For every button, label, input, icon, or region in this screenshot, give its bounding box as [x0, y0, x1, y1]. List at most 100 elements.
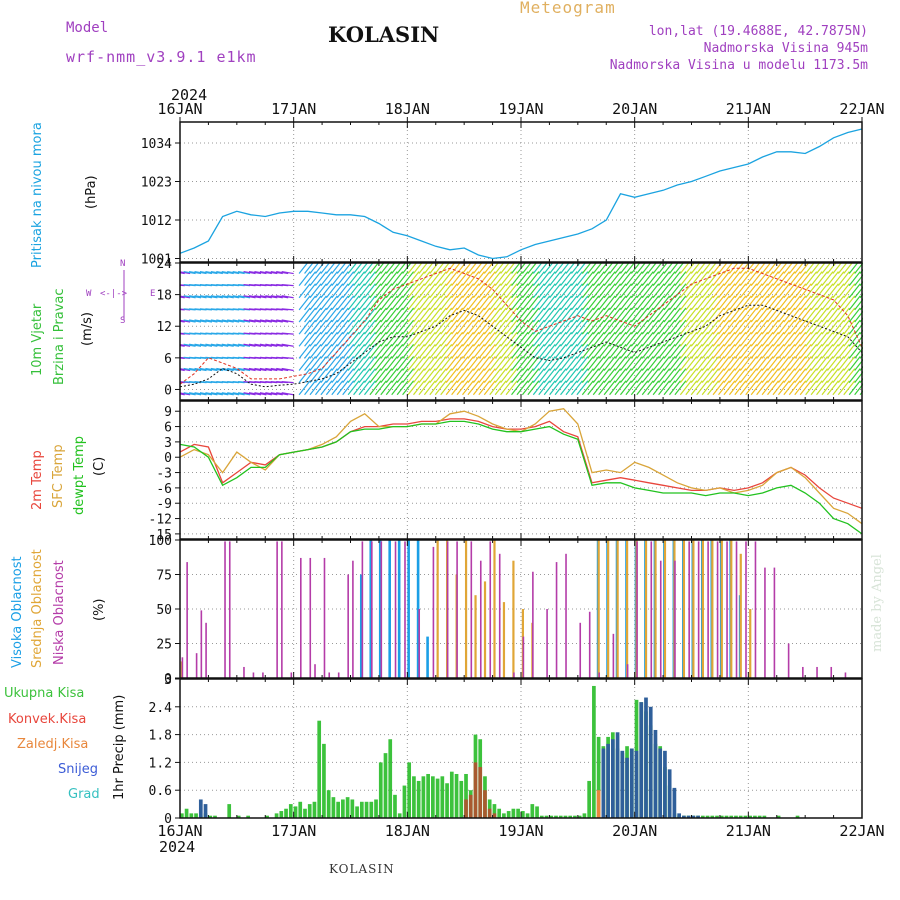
- wind-barb: [581, 319, 594, 335]
- wind-barb: [701, 368, 714, 383]
- x-tick-label-top: 19JAN: [498, 100, 543, 118]
- wind-barb: [565, 344, 578, 359]
- wind-barb: [609, 283, 622, 299]
- wind-barb: [609, 344, 622, 359]
- wind-barb: [576, 307, 589, 323]
- cloud-bar: [378, 540, 382, 678]
- wind-barb: [674, 368, 687, 383]
- wind-barb: [532, 271, 545, 287]
- wind-barb: [418, 271, 431, 287]
- wind-barb: [701, 380, 714, 396]
- wind-barb: [532, 295, 545, 311]
- wind-barb: [810, 271, 823, 287]
- wind-barb: [669, 380, 681, 396]
- wind-barb: [254, 367, 267, 372]
- wind-barb: [489, 368, 502, 383]
- wind-barb: [478, 263, 488, 274]
- wind-barb: [543, 380, 556, 396]
- wind-barb: [462, 263, 472, 274]
- wind-barb: [451, 344, 464, 359]
- wind-barb: [619, 295, 632, 311]
- wind-barb: [772, 356, 785, 371]
- wind-barb: [745, 307, 758, 323]
- x-tick-label-bottom: 22JAN: [839, 822, 884, 840]
- wind-barb: [696, 283, 709, 299]
- wind-barb: [767, 368, 779, 383]
- wind-barb: [805, 331, 818, 347]
- wind-barb: [440, 356, 453, 371]
- cloud-bar: [314, 664, 316, 678]
- wind-barb: [543, 283, 556, 299]
- wind-barb: [663, 263, 674, 274]
- wind-barb: [745, 263, 755, 274]
- wind-barb: [418, 307, 431, 323]
- y-tick-label: 18: [156, 289, 172, 304]
- cloud-bar: [371, 541, 373, 678]
- cloud-bar: [436, 540, 439, 678]
- wind-barb: [718, 263, 728, 274]
- wind-barb: [734, 263, 744, 274]
- wind-barb: [407, 271, 420, 287]
- footer-station: KOLASIN: [329, 862, 395, 876]
- wind-barb: [396, 295, 409, 311]
- wind-barb: [718, 307, 730, 323]
- wind-barb: [756, 344, 769, 359]
- wind-barb: [472, 263, 483, 274]
- precip-bar: [634, 750, 639, 818]
- wind-barb: [848, 263, 859, 274]
- precip-bar: [492, 813, 497, 818]
- wind-barb: [221, 392, 234, 396]
- wind-barb: [418, 295, 431, 311]
- wind-barb: [342, 271, 355, 287]
- wind-barb: [592, 368, 605, 383]
- wind-barb: [761, 380, 774, 396]
- wind-barb: [385, 356, 398, 371]
- wind-barb: [718, 356, 730, 371]
- wind-barb: [188, 270, 202, 275]
- cloud-bar: [474, 595, 477, 678]
- wind-barb: [625, 283, 638, 299]
- wind-barb: [538, 356, 551, 371]
- wind-barb: [636, 283, 649, 299]
- y-tick-label: 75: [156, 569, 172, 584]
- wind-barb: [434, 283, 447, 299]
- wind-barb: [363, 295, 376, 311]
- wind-barb: [799, 271, 812, 287]
- wind-barb: [669, 307, 681, 323]
- wind-barb: [625, 295, 638, 311]
- wind-barb: [614, 271, 627, 287]
- wind-barb: [565, 307, 578, 323]
- wind-barb: [309, 356, 322, 371]
- precip-bar: [738, 815, 743, 818]
- cloud-bar: [739, 553, 742, 678]
- wind-barb: [603, 283, 616, 299]
- wind-barb: [440, 307, 453, 323]
- precip-bar: [606, 743, 610, 818]
- precip-bar: [307, 804, 312, 818]
- cloud-bar: [773, 567, 776, 678]
- wind-barb: [581, 283, 594, 299]
- wind-barb: [363, 319, 376, 335]
- precip-bar: [378, 762, 383, 818]
- wind-barb: [331, 368, 344, 383]
- wind-barb: [467, 307, 480, 323]
- wind-barb: [445, 356, 458, 371]
- wind-barb: [434, 380, 447, 396]
- wind-barb: [723, 271, 736, 287]
- wind-barb: [216, 319, 229, 323]
- wind-barb: [270, 270, 283, 275]
- wind-barb: [516, 319, 529, 335]
- wind-barb: [728, 344, 741, 359]
- wind-barb: [723, 307, 736, 323]
- wind-barb: [325, 307, 338, 323]
- wind-barb: [647, 356, 660, 371]
- wind-barb: [543, 319, 556, 335]
- precip-bar: [729, 815, 734, 818]
- wind-barb: [521, 368, 534, 383]
- wind-barb: [221, 319, 234, 323]
- wind-barb: [767, 356, 779, 371]
- wind-barb: [314, 295, 327, 311]
- wind-barb: [712, 356, 725, 371]
- wind-barb: [374, 283, 387, 299]
- wind-barb: [369, 356, 382, 371]
